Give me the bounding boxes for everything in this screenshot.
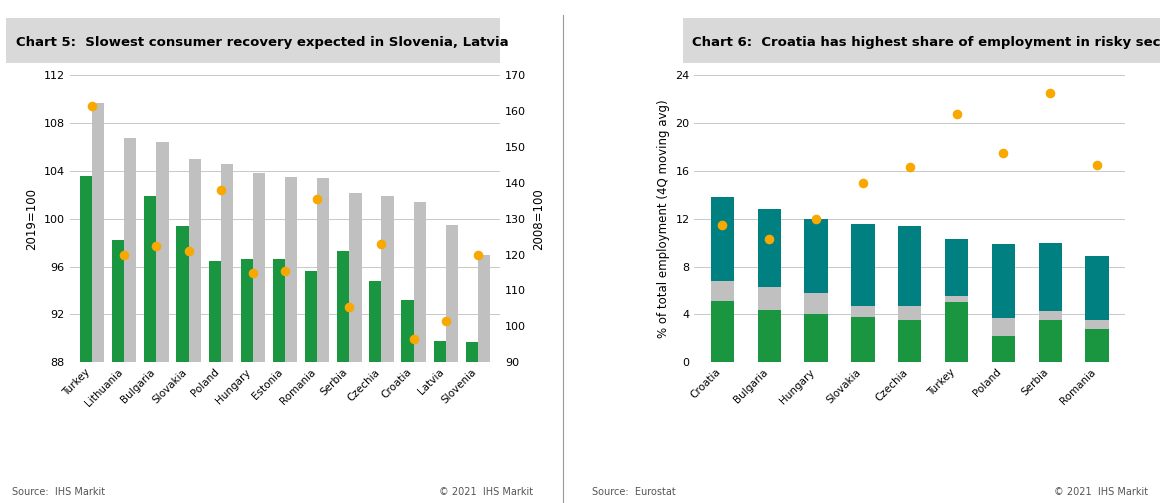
Bar [945,239,969,296]
Bar [757,209,781,287]
Bar [898,226,921,306]
Text: © 2021  IHS Markit: © 2021 IHS Markit [1054,487,1148,497]
Bar [113,240,124,503]
Y-axis label: % of total employment (4Q moving avg): % of total employment (4Q moving avg) [657,100,669,338]
Point [948,110,966,118]
Point [115,250,133,259]
Text: Chart 6:  Croatia has highest share of employment in risky sectors: Chart 6: Croatia has highest share of em… [693,36,1160,49]
Bar [898,306,921,320]
Bar [401,300,414,503]
Bar [157,142,168,503]
Bar [1038,320,1061,362]
Bar [144,196,157,503]
Point [276,267,295,275]
Bar [338,251,349,503]
Point [854,179,872,187]
Point [1041,90,1059,98]
Bar [1038,243,1061,311]
Point [372,240,391,248]
Point [994,149,1013,157]
Bar [414,202,426,503]
Bar [369,281,382,503]
Y-axis label: 2008=100: 2008=100 [532,188,545,249]
Bar [273,260,285,503]
Bar [992,336,1015,362]
Bar [851,306,875,317]
Bar [804,293,828,314]
Bar [1086,320,1109,329]
Bar [1086,329,1109,362]
Bar [711,281,734,301]
Bar [92,103,104,503]
Point [340,303,358,311]
Point [244,269,262,277]
Point [713,221,732,229]
Bar [445,225,458,503]
Text: Source:  Eurostat: Source: Eurostat [592,487,675,497]
Bar [992,244,1015,318]
Bar [945,296,969,302]
Point [760,235,778,243]
Point [436,317,455,325]
Bar [176,226,189,503]
Bar [434,341,445,503]
Bar [992,318,1015,336]
Text: Source:  IHS Markit: Source: IHS Markit [12,487,104,497]
Point [807,215,826,223]
Text: © 2021  IHS Markit: © 2021 IHS Markit [440,487,534,497]
Bar [898,320,921,362]
Bar [851,223,875,306]
Bar [804,219,828,293]
Bar [124,137,137,503]
Bar [317,178,329,503]
Point [900,163,919,172]
Bar [757,310,781,362]
Bar [804,314,828,362]
Bar [945,302,969,362]
Point [211,186,230,194]
Bar [220,164,233,503]
Point [307,195,326,203]
Bar [711,301,734,362]
Bar [349,193,362,503]
Point [180,247,198,255]
Bar [465,342,478,503]
Text: Chart 5:  Slowest consumer recovery expected in Slovenia, Latvia: Chart 5: Slowest consumer recovery expec… [16,36,508,49]
Bar [851,317,875,362]
Bar [240,260,253,503]
Bar [189,159,201,503]
Bar [285,177,297,503]
Bar [382,196,393,503]
Point [1088,161,1107,169]
Point [469,250,487,259]
Bar [711,197,734,281]
Bar [253,174,266,503]
Bar [757,287,781,310]
Y-axis label: 2019=100: 2019=100 [26,188,38,250]
Bar [305,271,317,503]
Bar [209,261,220,503]
Bar [478,255,491,503]
Bar [80,176,92,503]
Bar [1038,311,1061,320]
Point [405,335,423,343]
Bar [1086,256,1109,320]
Point [147,241,166,249]
Point [82,102,101,110]
